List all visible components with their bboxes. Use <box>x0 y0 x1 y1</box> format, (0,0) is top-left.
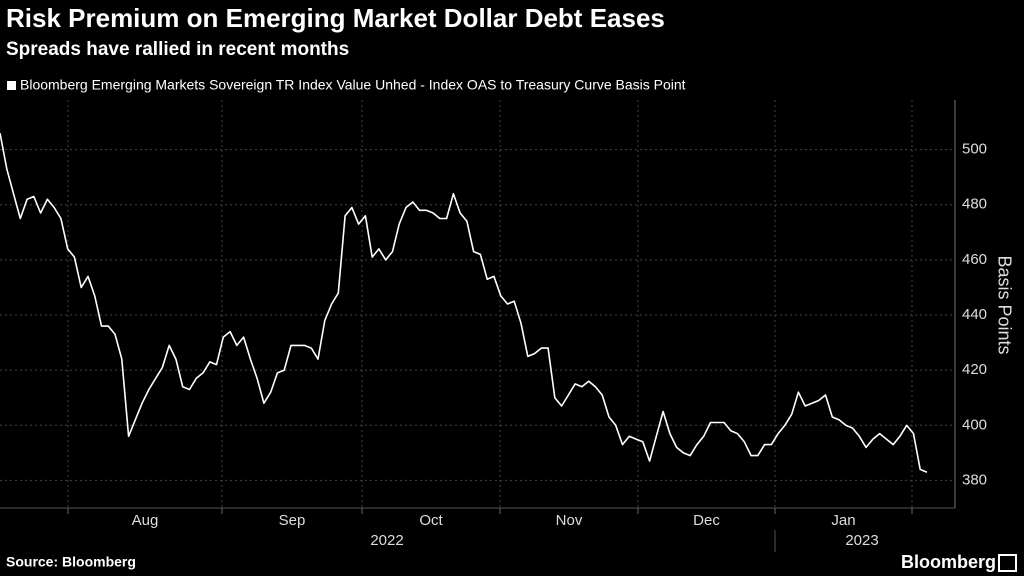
x-tick-label: Dec <box>693 512 720 529</box>
chart-subtitle: Spreads have rallied in recent months <box>6 39 349 60</box>
y-tick-label: 480 <box>962 196 987 213</box>
legend-label: Bloomberg Emerging Markets Sovereign TR … <box>20 77 686 93</box>
brand: Bloomberg <box>901 552 996 572</box>
y-tick-label: 500 <box>962 141 987 158</box>
x-tick-label: Jan <box>831 512 855 529</box>
y-tick-label: 420 <box>962 361 987 378</box>
legend-swatch <box>7 81 16 90</box>
y-tick-label: 400 <box>962 416 987 433</box>
source: Source: Bloomberg <box>6 554 136 570</box>
x-tick-label: Nov <box>556 512 583 529</box>
x-tick-label: Oct <box>419 512 443 529</box>
x-tick-label: Aug <box>132 512 159 529</box>
y-axis-label: Basis Points <box>994 255 1014 354</box>
year-label: 2022 <box>370 532 403 549</box>
year-label: 2023 <box>845 532 878 549</box>
data-line <box>0 132 928 473</box>
y-tick-label: 440 <box>962 306 987 323</box>
y-tick-label: 460 <box>962 251 987 268</box>
brand-icon <box>998 554 1017 572</box>
y-tick-label: 380 <box>962 471 987 488</box>
x-tick-label: Sep <box>279 512 306 529</box>
chart-title: Risk Premium on Emerging Market Dollar D… <box>6 3 665 33</box>
